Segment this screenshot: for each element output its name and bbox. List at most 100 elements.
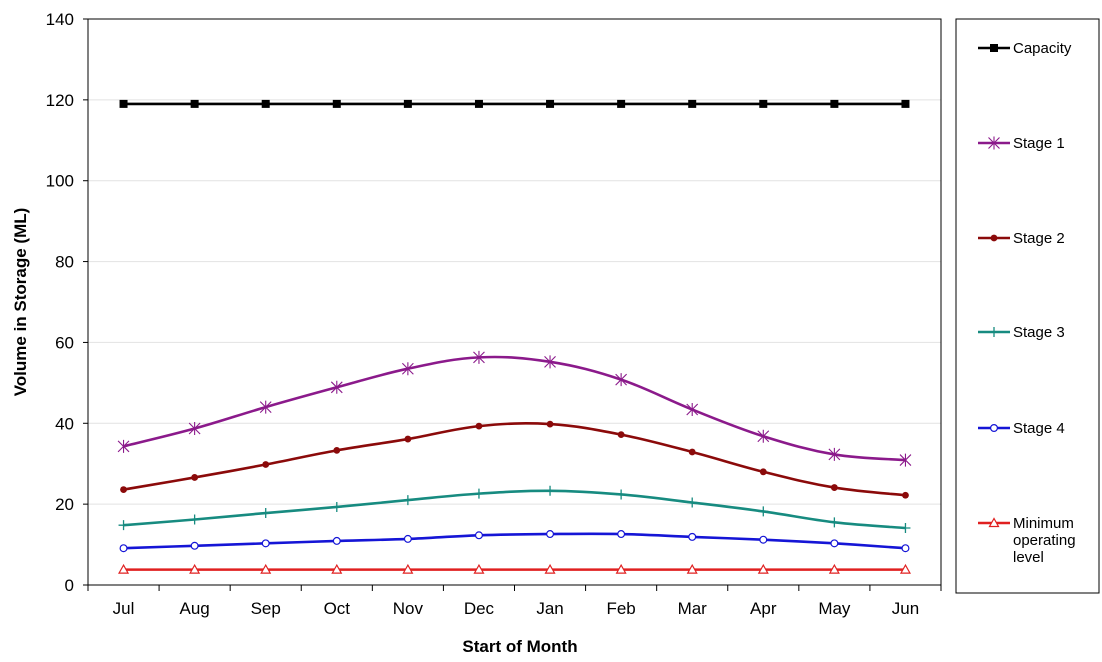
x-tick-label: Aug (180, 599, 210, 618)
legend-item-stage-1: Stage 1 (978, 135, 1065, 152)
data-point (331, 563, 343, 574)
x-tick-label: Sep (251, 599, 281, 618)
y-tick-label: 60 (55, 333, 74, 352)
legend-label: Stage 2 (1013, 230, 1065, 247)
data-point (473, 350, 485, 364)
data-point (544, 355, 556, 369)
data-point (118, 563, 130, 574)
data-point (474, 531, 483, 540)
legend-item-stage-4: Stage 4 (978, 420, 1065, 437)
series-stage-2 (120, 420, 909, 499)
series-line-stage-3 (123, 489, 906, 530)
data-point (688, 532, 697, 541)
data-point (403, 99, 412, 108)
legend-marker (989, 327, 999, 337)
legend-item-capacity: Capacity (978, 40, 1072, 57)
data-point (902, 491, 909, 499)
data-point (190, 541, 199, 550)
data-point (332, 99, 341, 108)
data-point (190, 99, 199, 108)
data-point (759, 468, 767, 476)
data-point (475, 422, 483, 430)
data-point (401, 362, 414, 376)
legend: Capacity Stage 1 Stage 2 Stage 3 Stage 4 Mini… (978, 40, 1076, 566)
y-tick-label: 120 (46, 91, 74, 110)
data-point (119, 544, 128, 553)
data-point (899, 563, 911, 574)
data-point (899, 453, 912, 467)
data-point (403, 534, 412, 543)
series-line-stage-2 (123, 422, 906, 497)
x-tick-label: Oct (324, 599, 351, 618)
data-point (758, 506, 769, 517)
legend-marker (988, 136, 1000, 150)
x-tick-label: Jul (113, 599, 135, 618)
data-point (686, 563, 698, 574)
x-tick-label: Jun (892, 599, 919, 618)
data-point (474, 99, 483, 108)
series-capacity (119, 99, 910, 108)
series-minimum-operating-level (118, 563, 911, 574)
y-tick-label: 140 (46, 10, 74, 29)
series-lines (117, 99, 912, 574)
x-tick-label: May (818, 599, 851, 618)
series-stage-3 (118, 485, 911, 533)
y-tick-label: 20 (55, 495, 74, 514)
axes: 0 20 40 60 80 100 120 140 Jul Aug Sep Oct Nov Dec Jan F… (46, 10, 942, 618)
y-tick-label: 40 (55, 414, 74, 433)
data-point (117, 439, 130, 453)
gridlines (88, 99, 941, 505)
data-point (545, 485, 556, 496)
legend-marker (988, 517, 1000, 528)
legend-marker (990, 234, 998, 242)
data-point (260, 508, 271, 519)
x-tick-label: Feb (606, 599, 635, 618)
data-point (830, 539, 839, 548)
legend-label: Capacity (1013, 40, 1072, 57)
data-point (615, 563, 627, 574)
legend-item-stage-3: Stage 3 (978, 324, 1065, 341)
data-point (759, 99, 768, 108)
data-point (617, 431, 625, 439)
data-point (544, 563, 556, 574)
legend-item-stage-2: Stage 2 (978, 230, 1065, 247)
data-point (120, 486, 127, 493)
data-point (617, 99, 626, 108)
data-point (118, 520, 129, 531)
data-point (402, 563, 414, 574)
data-point (900, 522, 911, 533)
data-point (829, 517, 840, 528)
legend-label: Stage 4 (1013, 420, 1065, 437)
data-point (546, 420, 554, 428)
data-point (191, 474, 199, 481)
data-point (189, 514, 200, 525)
data-point (261, 539, 270, 548)
data-point (404, 435, 412, 443)
legend-marker (990, 44, 998, 52)
data-point (757, 563, 769, 574)
data-point (546, 99, 555, 108)
data-point (616, 489, 627, 500)
legend-label: level (1013, 549, 1044, 566)
x-tick-label: Apr (750, 599, 777, 618)
data-point (119, 99, 128, 108)
x-axis-title: Start of Month (462, 637, 577, 656)
series-line-stage-1 (123, 355, 906, 462)
data-point (473, 563, 485, 574)
series-stage-1 (117, 350, 912, 467)
data-point (901, 99, 910, 108)
legend-label: Minimum (1013, 515, 1074, 532)
data-point (330, 380, 343, 394)
series-stage-4 (119, 530, 910, 553)
data-point (688, 99, 697, 108)
data-point (332, 536, 341, 545)
series-line-stage-4 (123, 532, 906, 550)
data-point (259, 400, 272, 414)
data-point (473, 488, 484, 499)
y-tick-label: 80 (55, 253, 74, 272)
legend-box (955, 18, 1100, 594)
data-point (260, 563, 272, 574)
